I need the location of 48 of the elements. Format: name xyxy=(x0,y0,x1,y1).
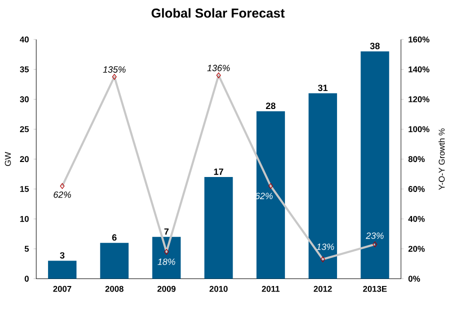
bar xyxy=(48,260,76,279)
x-tick-label: 2011 xyxy=(262,286,280,292)
data-label: 6 xyxy=(112,234,117,241)
y2-tick-label: 140% xyxy=(408,66,430,72)
y2-tick-label: 160% xyxy=(408,36,430,42)
bar xyxy=(100,242,129,279)
y-tick-label: 15 xyxy=(20,186,29,192)
data-label: 136% xyxy=(207,64,230,72)
y-tick-label: 35 xyxy=(20,66,29,72)
bar xyxy=(256,111,285,279)
y2-tick-label: 40% xyxy=(408,216,425,222)
y2-tick-label: 20% xyxy=(408,246,425,252)
data-label: 31 xyxy=(318,84,328,92)
y2-tick-label: 100% xyxy=(408,126,430,132)
chart-title: Global Solar Forecast xyxy=(152,8,285,18)
y-axis-title: GW xyxy=(4,152,11,166)
y2-axis-title: Y-O-Y Growth % xyxy=(438,128,445,190)
y2-tick-label: 0% xyxy=(408,276,420,282)
data-label: 135% xyxy=(103,66,126,73)
x-tick-label: 2007 xyxy=(53,286,72,292)
y-tick-label: 20 xyxy=(20,156,29,162)
data-label: 62% xyxy=(54,191,71,198)
data-label: 23% xyxy=(366,232,384,239)
y-tick-label: 0 xyxy=(24,276,29,282)
y-tick-label: 5 xyxy=(24,246,29,252)
y2-tick-label: 120% xyxy=(408,96,430,102)
x-tick-label: 2008 xyxy=(105,286,124,292)
bar xyxy=(152,236,181,279)
data-label: 17 xyxy=(214,168,224,175)
x-tick-label: 2010 xyxy=(210,286,228,292)
y-tick-label: 10 xyxy=(20,216,29,222)
x-tick-label: 2013E xyxy=(363,286,387,292)
y2-tick-label: 80% xyxy=(408,156,425,162)
y-tick-label: 30 xyxy=(20,96,29,102)
data-label: 38 xyxy=(370,42,380,50)
data-label: 13% xyxy=(316,244,334,250)
data-label: 7 xyxy=(164,228,169,235)
x-tick-label: 2009 xyxy=(157,286,176,292)
y-tick-label: 40 xyxy=(20,36,29,42)
data-label: 18% xyxy=(158,258,176,265)
data-label: 3 xyxy=(60,252,64,259)
y2-tick-label: 60% xyxy=(408,186,425,192)
bar xyxy=(308,93,338,279)
data-label: 28 xyxy=(266,102,276,109)
y-tick-label: 25 xyxy=(20,126,29,132)
bar xyxy=(360,51,390,279)
bar xyxy=(204,176,233,279)
x-tick-label: 2012 xyxy=(314,286,332,292)
